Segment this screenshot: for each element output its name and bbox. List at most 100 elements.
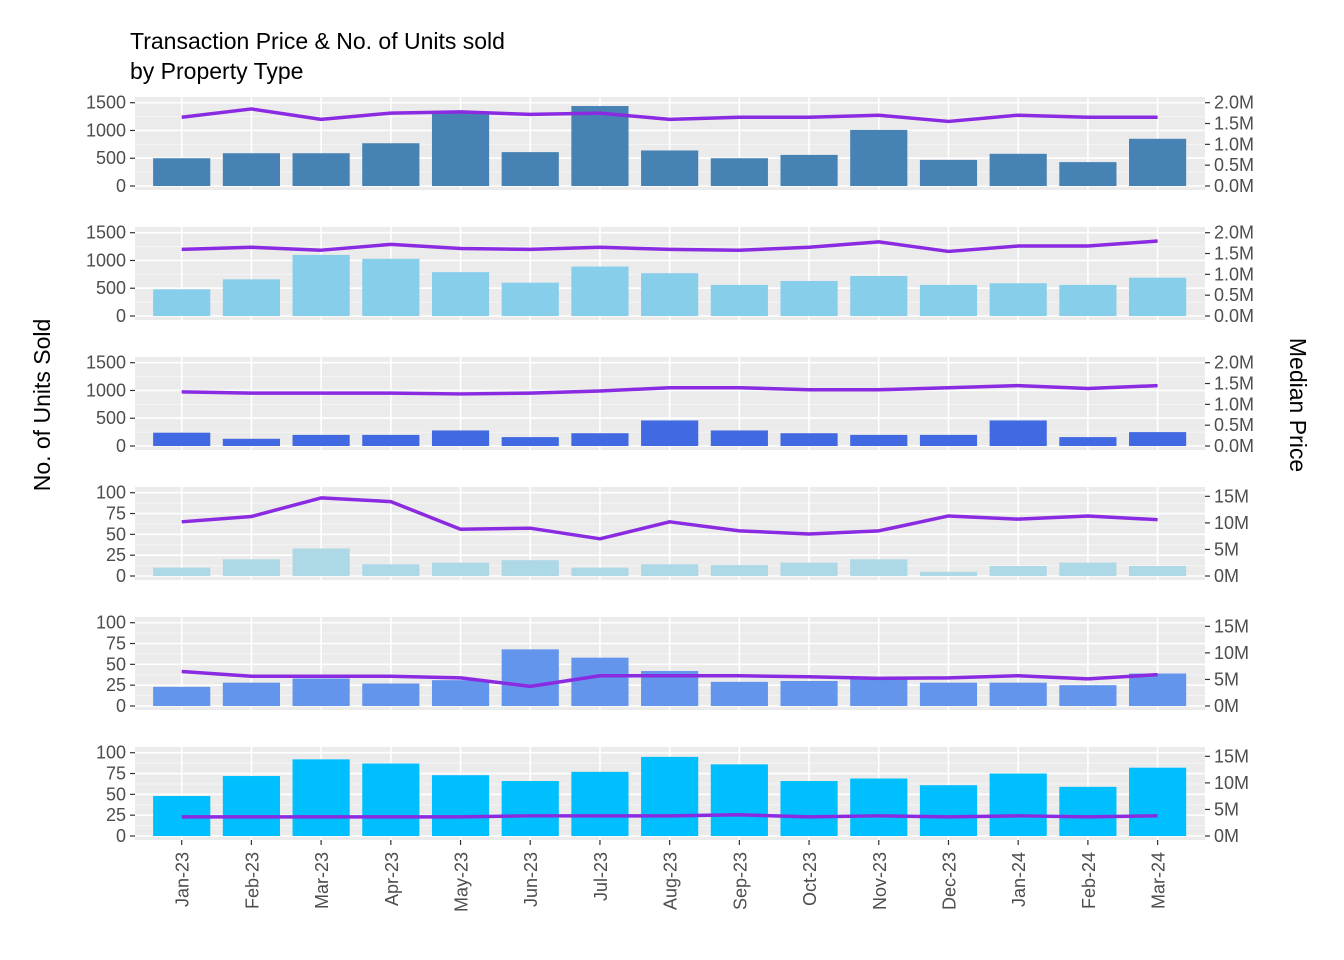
x-tick-label-Feb-24: Feb-24 [1079,852,1099,909]
bar-Oct-23 [780,681,838,706]
x-tick-label-Nov-23: Nov-23 [870,852,890,910]
x-tick-label-Jan-23: Jan-23 [173,852,193,907]
bar-Nov-23 [850,276,908,316]
bar-Feb-24 [1059,786,1117,836]
y2-tick-label: 15M [1214,746,1249,766]
bar-Sep-23 [710,158,768,186]
y-tick-label: 1000 [86,120,126,140]
y-tick-label: 100 [96,613,126,633]
y2-tick-label: 10M [1214,773,1249,793]
bar-Jul-23 [571,106,629,186]
bar-Jan-24 [989,420,1047,446]
bar-Mar-23 [292,153,350,186]
bar-Jan-24 [989,283,1047,316]
bar-Mar-24 [1129,767,1187,836]
bar-Apr-23 [362,258,420,316]
y2-tick-label: 1.5M [1214,114,1254,134]
y2-tick-label: 0M [1214,826,1239,846]
y2-tick-label: 0M [1214,696,1239,716]
y-tick-label: 25 [106,545,126,565]
bar-Jul-23 [571,771,629,836]
bar-Feb-23 [222,776,280,836]
bar-Apr-23 [362,564,420,576]
bar-Feb-24 [1059,284,1117,316]
bar-Apr-23 [362,434,420,446]
x-tick-label-Mar-24: Mar-24 [1149,852,1169,909]
y-tick-label: 0 [116,566,126,586]
y2-tick-label: 2.0M [1214,353,1254,373]
bar-May-23 [431,430,490,446]
y2-tick-label: 15M [1214,616,1249,636]
y-tick-label: 50 [106,524,126,544]
x-tick-label-Sep-23: Sep-23 [730,852,750,910]
bar-Nov-23 [850,559,908,576]
y-tick-label: 1000 [86,250,126,270]
y-tick-label: 500 [96,408,126,428]
bar-Oct-23 [780,433,838,446]
y2-tick-label: 5M [1214,539,1239,559]
y2-tick-label: 10M [1214,643,1249,663]
y2-tick-label: 0.5M [1214,285,1254,305]
y-tick-label: 0 [116,826,126,846]
bar-Jun-23 [501,649,559,706]
x-tick-label-Jul-23: Jul-23 [591,852,611,901]
x-tick-label-Dec-23: Dec-23 [939,852,959,910]
y2-tick-label: 5M [1214,799,1239,819]
y-tick-label: 500 [96,148,126,168]
x-tick-label-Aug-23: Aug-23 [661,852,681,910]
panels-layer: 0500100015000.0M0.5M1.0M1.5M2.0M05001000… [86,93,1254,846]
bar-Sep-23 [710,764,768,836]
bar-Feb-24 [1059,162,1117,186]
bar-Feb-23 [222,559,280,576]
bar-Jun-23 [501,560,559,576]
bar-Mar-24 [1129,673,1187,706]
y-tick-label: 1000 [86,380,126,400]
bar-Mar-23 [292,434,350,446]
bar-Jan-23 [153,289,211,316]
bar-Apr-23 [362,143,420,186]
bar-Feb-23 [222,438,280,446]
bar-Jul-23 [571,567,629,576]
y-tick-label: 1500 [86,223,126,243]
y2-tick-label: 0.5M [1214,415,1254,435]
x-tick-label-Jun-23: Jun-23 [521,852,541,907]
bar-Feb-24 [1059,562,1117,576]
y2-tick-label: 1.5M [1214,374,1254,394]
bar-Mar-24 [1129,277,1187,316]
y2-tick-label: 0.0M [1214,176,1254,196]
y-tick-label: 50 [106,654,126,674]
y2-axis-title: Median Price [1285,338,1311,472]
bar-Feb-24 [1059,437,1117,446]
y-tick-label: 0 [116,176,126,196]
bar-May-23 [431,680,490,706]
y2-tick-label: 1.0M [1214,134,1254,154]
bar-Dec-23 [919,571,978,576]
bar-Jul-23 [571,266,629,316]
panel-1: 0 500 1000 1500 0.0M0.5M1.0M1.5M2.0M [86,93,1254,196]
y2-tick-label: 2.0M [1214,93,1254,113]
y-tick-label: 75 [106,764,126,784]
bar-Apr-23 [362,683,420,706]
y-tick-label: 50 [106,784,126,804]
bar-Sep-23 [710,284,768,316]
y2-tick-label: 1.0M [1214,394,1254,414]
bar-Dec-23 [919,785,978,836]
x-tick-label-Oct-23: Oct-23 [800,852,820,906]
bar-Aug-23 [641,150,699,186]
bar-Nov-23 [850,678,908,706]
bar-Jun-23 [501,152,559,186]
bar-Jan-23 [153,158,211,186]
bar-Mar-23 [292,678,350,706]
y-tick-label: 0 [116,306,126,326]
bar-May-23 [431,111,490,186]
bar-Jun-23 [501,781,559,836]
bar-Dec-23 [919,682,978,706]
bar-May-23 [431,272,490,316]
y2-tick-label: 0.0M [1214,436,1254,456]
bar-Nov-23 [850,434,908,446]
y2-tick-label: 1.0M [1214,264,1254,284]
bar-Dec-23 [919,159,978,186]
bar-Feb-23 [222,682,280,706]
